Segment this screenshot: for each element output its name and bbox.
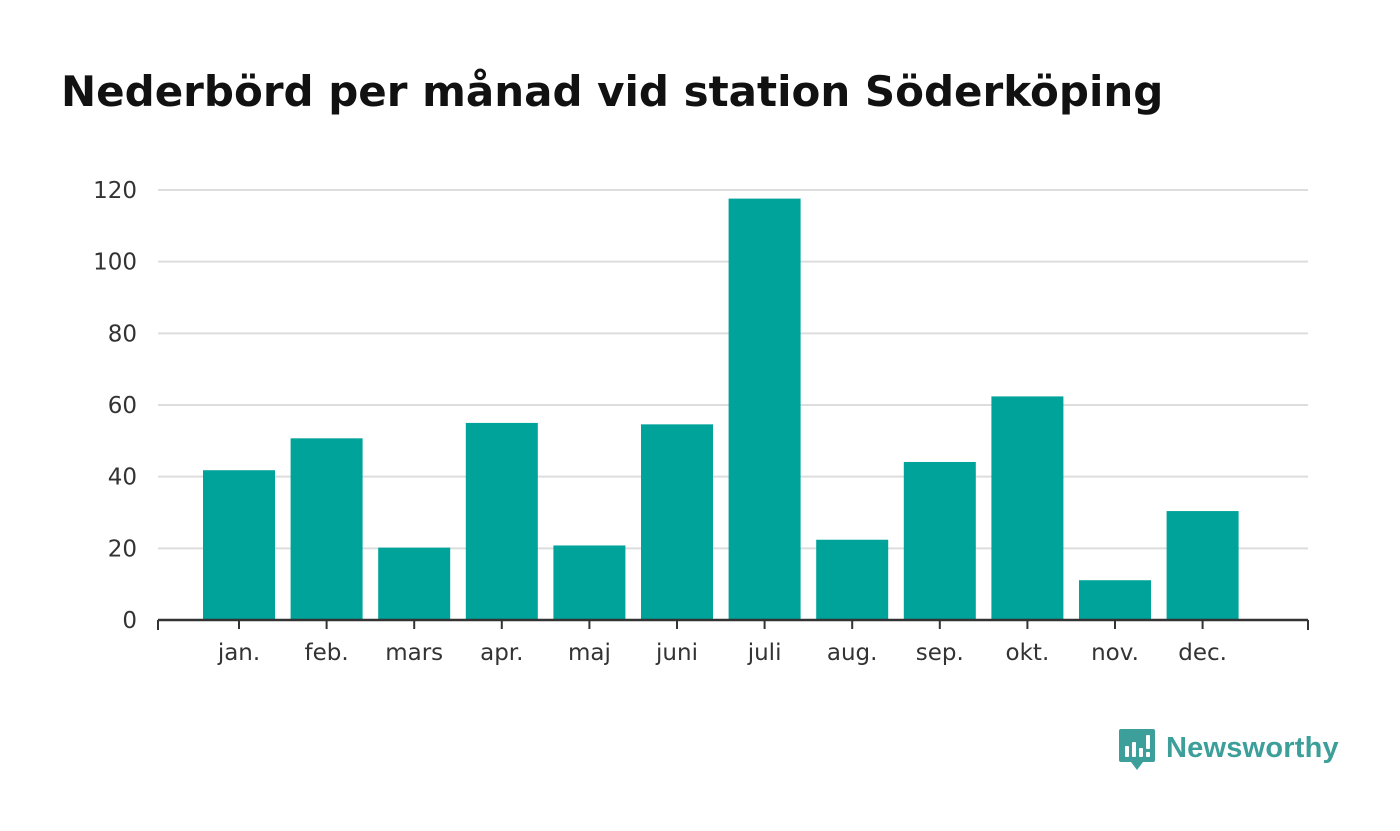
x-tick-label: sep. bbox=[916, 640, 964, 666]
bar-2 bbox=[378, 547, 451, 620]
bar-4 bbox=[553, 545, 626, 620]
bar-0 bbox=[203, 470, 275, 620]
x-axis-ticks: jan. feb. mars apr. maj juni juli aug. sep. okt. n… bbox=[217, 640, 1227, 666]
bar-6 bbox=[728, 198, 801, 620]
y-tick-label: 20 bbox=[108, 536, 137, 562]
bar-11 bbox=[1166, 511, 1239, 620]
brand-logo: Newsworthy bbox=[1118, 728, 1339, 772]
y-tick-label: 120 bbox=[93, 178, 137, 204]
bar-1 bbox=[290, 438, 363, 620]
x-tick-label: okt. bbox=[1006, 640, 1050, 666]
bar-5 bbox=[641, 424, 713, 620]
x-axis bbox=[157, 618, 1309, 630]
x-tick-label: feb. bbox=[305, 640, 349, 666]
x-tick-label: apr. bbox=[480, 640, 523, 666]
x-tick-label: dec. bbox=[1178, 640, 1227, 666]
bar-9 bbox=[991, 396, 1064, 620]
y-axis-ticks: 0 20 40 60 80 100 120 bbox=[93, 178, 137, 634]
x-tick-label: nov. bbox=[1091, 640, 1139, 666]
x-tick-label: jan. bbox=[217, 640, 260, 666]
chart-title: Nederbörd per månad vid station Söderköp… bbox=[61, 67, 1164, 116]
y-tick-label: 60 bbox=[108, 393, 137, 419]
bar-8 bbox=[903, 461, 976, 620]
y-tick-label: 40 bbox=[108, 465, 137, 491]
x-tick-label: aug. bbox=[827, 640, 878, 666]
bar-7 bbox=[816, 539, 889, 620]
x-tick-label: mars bbox=[385, 640, 443, 666]
x-tick-label: juni bbox=[655, 640, 698, 666]
bar-10 bbox=[1079, 580, 1151, 620]
newsworthy-logo-icon bbox=[1119, 729, 1155, 770]
x-tick-label: maj bbox=[568, 640, 611, 666]
y-tick-label: 80 bbox=[108, 321, 137, 347]
bar-3 bbox=[465, 422, 538, 620]
brand-name: Newsworthy bbox=[1166, 731, 1339, 764]
y-tick-label: 0 bbox=[122, 608, 137, 634]
bars bbox=[203, 198, 1239, 620]
x-tick-label: juli bbox=[747, 640, 782, 666]
y-tick-label: 100 bbox=[93, 250, 137, 276]
